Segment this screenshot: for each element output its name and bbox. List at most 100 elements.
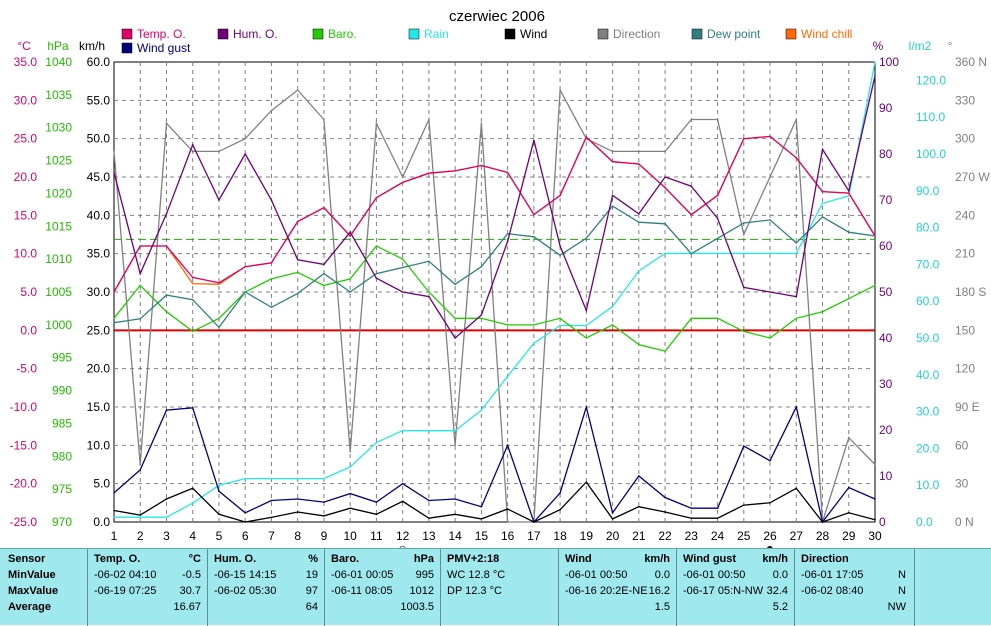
- stats-dir-col: Direction -06-01 17:05 N -06-02 08:40 N …: [794, 549, 914, 626]
- point-rain: [742, 252, 745, 255]
- x-tick-label: 21: [632, 529, 646, 543]
- point-dir: [165, 122, 168, 125]
- point-rain: [847, 195, 850, 197]
- point-gust: [296, 498, 299, 500]
- point-rain: [611, 305, 614, 308]
- point-wind: [742, 504, 745, 506]
- point-rain: [874, 61, 876, 63]
- point-dew: [244, 291, 247, 293]
- baro-axis-tick: 995: [52, 351, 72, 365]
- point-temp: [690, 213, 693, 216]
- dir-axis-tick: 0 N: [955, 515, 974, 529]
- series-line-gust: [113, 404, 876, 524]
- dir-axis-tick: 120: [955, 362, 975, 376]
- baro-axis-tick: 1035: [45, 88, 72, 102]
- point-gust: [795, 406, 798, 408]
- stats-dir-title: Direction: [801, 553, 849, 565]
- point-wind: [559, 508, 561, 511]
- stats-wind-unit: km/h: [644, 553, 670, 565]
- point-gust: [218, 490, 220, 493]
- point-wind: [165, 498, 168, 500]
- point-dew: [506, 232, 509, 235]
- point-hum: [742, 286, 745, 289]
- temp-axis-tick: 10.0: [14, 247, 38, 261]
- point-gust: [454, 498, 456, 500]
- stats-gust-title: Wind gust: [683, 553, 737, 565]
- point-chill: [218, 283, 220, 286]
- point-gust: [847, 486, 850, 489]
- legend-swatch-dew: [691, 28, 703, 40]
- point-rain: [401, 429, 404, 432]
- temp-axis-tick: 20.0: [14, 170, 38, 184]
- stats-baro-max-date: -06-11 08:05: [331, 585, 393, 597]
- baro-axis-tick: 1025: [45, 154, 72, 168]
- stats-wind-col: Wind km/h -06-01 00:50 0.0 -06-16 20:2E-…: [558, 549, 676, 626]
- stats-gust-max-val: 32.4: [766, 585, 788, 597]
- point-gust: [769, 459, 771, 462]
- point-gust: [323, 501, 325, 503]
- point-rain: [296, 477, 299, 480]
- point-dew: [454, 283, 456, 286]
- wind-axis-tick: 5.0: [93, 477, 110, 491]
- point-wind: [506, 508, 509, 510]
- point-gust: [244, 512, 247, 514]
- point-temp: [533, 213, 535, 216]
- legend-label-baro: Baro.: [328, 27, 357, 41]
- legend-swatch-baro: [312, 28, 324, 40]
- point-baro: [349, 278, 351, 280]
- baro-axis-tick: 990: [52, 384, 72, 398]
- baro-axis-tick: 1010: [45, 252, 72, 266]
- point-gust: [191, 406, 194, 409]
- point-dew: [323, 272, 325, 275]
- x-tick-label: 6: [242, 529, 249, 543]
- point-dir: [113, 150, 115, 153]
- series-line-hum: [113, 75, 876, 339]
- x-tick-label: 23: [685, 529, 699, 543]
- point-baro: [611, 324, 614, 326]
- stats-row-avg: Average: [8, 601, 52, 613]
- point-temp: [375, 196, 378, 199]
- point-dir: [139, 463, 142, 466]
- point-rain: [244, 477, 247, 480]
- point-dir: [716, 118, 719, 121]
- point-hum: [847, 190, 850, 192]
- point-wind: [191, 487, 194, 490]
- point-gust: [638, 475, 640, 477]
- point-dir: [191, 150, 194, 153]
- point-gust: [611, 512, 614, 514]
- point-baro: [533, 324, 535, 326]
- point-rain: [139, 516, 142, 519]
- series-line-baro: [113, 245, 876, 352]
- point-dew: [638, 221, 640, 224]
- stats-temp-unit: °C: [188, 553, 201, 565]
- point-temp: [165, 245, 168, 247]
- point-baro: [874, 284, 876, 287]
- stats-dir-max-date: -06-02 08:40: [801, 585, 864, 597]
- point-dir: [847, 436, 850, 439]
- dir-unit-label: °: [948, 39, 953, 53]
- weather-chart: czerwiec 2006 1 2 3 4 5 6 7 8 9 10 11 12 13 14 15 16 17 1…: [9, 8, 991, 548]
- hum-axis-tick: 80: [879, 147, 893, 161]
- point-hum: [480, 314, 483, 316]
- rain-axis-tick: 110.0: [916, 110, 945, 124]
- stats-temp-min-date: -06-02 04:10: [94, 569, 157, 581]
- stats-hum-col: Hum. O. % -06-15 14:15 19 -06-02 05:30 9…: [207, 549, 324, 626]
- point-temp: [585, 136, 588, 138]
- point-hum: [690, 185, 693, 187]
- point-temp: [847, 192, 850, 194]
- point-rain: [769, 252, 771, 255]
- stats-wind-min-val: 0.0: [654, 569, 670, 581]
- baro-axis-tick: 1000: [45, 318, 72, 332]
- stats-empty-col: [914, 549, 991, 626]
- point-gust: [585, 406, 588, 408]
- rain-axis-tick: 0.0: [916, 515, 933, 529]
- point-baro: [218, 317, 220, 320]
- hum-axis-tick: 40: [879, 331, 893, 345]
- point-hum: [296, 259, 299, 261]
- hum-axis-tick: 90: [879, 101, 893, 115]
- legend-label-gust: Wind gust: [137, 41, 191, 55]
- rain-axis-tick: 60.0: [916, 294, 940, 308]
- point-hum: [428, 295, 430, 298]
- hum-axis-tick: 30: [879, 377, 893, 391]
- point-baro: [375, 245, 378, 247]
